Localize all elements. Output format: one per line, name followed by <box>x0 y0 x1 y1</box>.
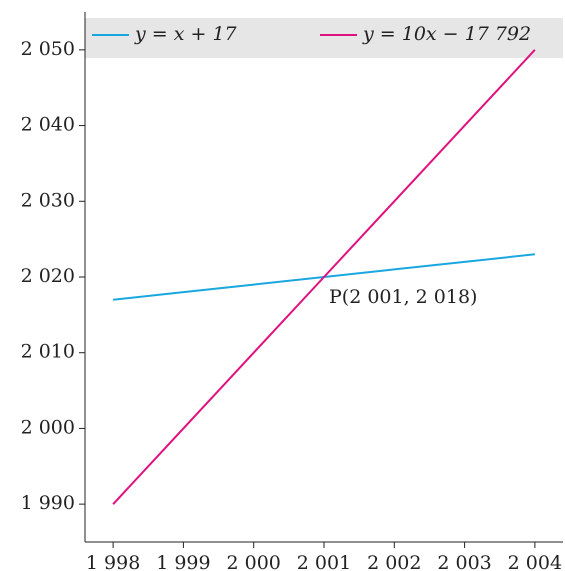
y-tick-label: 1 990 <box>21 492 75 514</box>
annotation: P(2 001, 2 018) <box>329 286 477 308</box>
y-tick-label: 2 030 <box>21 189 75 211</box>
x-tick-label: 2 002 <box>367 552 421 571</box>
x-tick-label: 2 000 <box>227 552 281 571</box>
y-tick-label: 2 000 <box>21 416 75 438</box>
x-tick-label: 1 998 <box>86 552 140 571</box>
x-tick-label: 2 004 <box>508 552 562 571</box>
legend-box <box>85 18 563 58</box>
y-tick-label: 2 010 <box>21 341 75 363</box>
x-tick-label: 2 003 <box>437 552 491 571</box>
legend-label: y = 10x − 17 792 <box>362 23 531 45</box>
x-tick-label: 1 999 <box>156 552 210 571</box>
y-tick-label: 2 050 <box>21 38 75 60</box>
y-tick-label: 2 040 <box>21 114 75 136</box>
y-tick-label: 2 020 <box>21 265 75 287</box>
legend-label: y = x + 17 <box>134 23 238 45</box>
x-tick-label: 2 001 <box>297 552 351 571</box>
series-line <box>112 49 536 505</box>
